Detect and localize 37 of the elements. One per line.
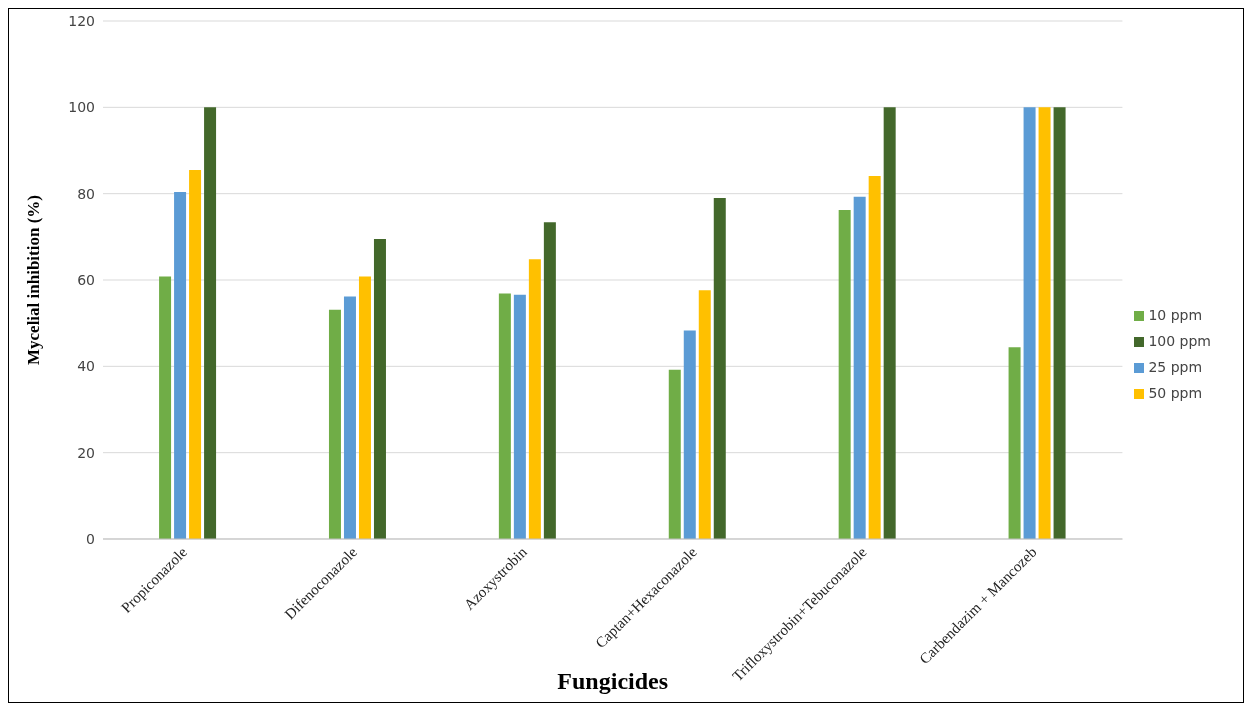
- bar: [174, 191, 187, 539]
- y-axis-title: Mycelial inhibition (%): [24, 195, 44, 365]
- bar: [343, 296, 356, 539]
- bar: [883, 107, 896, 539]
- bar: [1038, 107, 1051, 539]
- x-axis-title: Fungicides: [557, 668, 669, 694]
- y-tick-label: 100: [68, 99, 95, 116]
- legend-label: 50 ppm: [1148, 385, 1203, 401]
- bar: [543, 222, 556, 539]
- y-tick-label: 0: [86, 530, 95, 547]
- bar: [838, 210, 851, 539]
- bar: [358, 276, 371, 539]
- bar: [189, 169, 202, 539]
- bar: [1008, 347, 1021, 539]
- bar: [713, 197, 726, 539]
- bar: [868, 175, 881, 539]
- bar: [498, 293, 511, 539]
- bar: [1053, 107, 1066, 539]
- bar: [528, 259, 541, 539]
- bar: [513, 294, 526, 539]
- bar: [159, 276, 172, 539]
- y-tick-label: 40: [77, 358, 95, 375]
- bar: [328, 309, 341, 539]
- y-tick-label: 60: [77, 271, 95, 288]
- bar: [698, 290, 711, 539]
- bar: [668, 369, 681, 539]
- bar: [683, 330, 696, 539]
- bar: [204, 107, 217, 539]
- legend-label: 25 ppm: [1148, 359, 1203, 375]
- bar: [1023, 107, 1036, 539]
- y-tick-label: 20: [77, 444, 95, 461]
- legend-label: 10 ppm: [1148, 307, 1203, 323]
- legend-label: 100 ppm: [1148, 333, 1211, 349]
- bar: [373, 238, 386, 539]
- y-tick-label: 120: [68, 12, 95, 29]
- y-tick-label: 80: [77, 185, 95, 202]
- bar: [853, 196, 866, 539]
